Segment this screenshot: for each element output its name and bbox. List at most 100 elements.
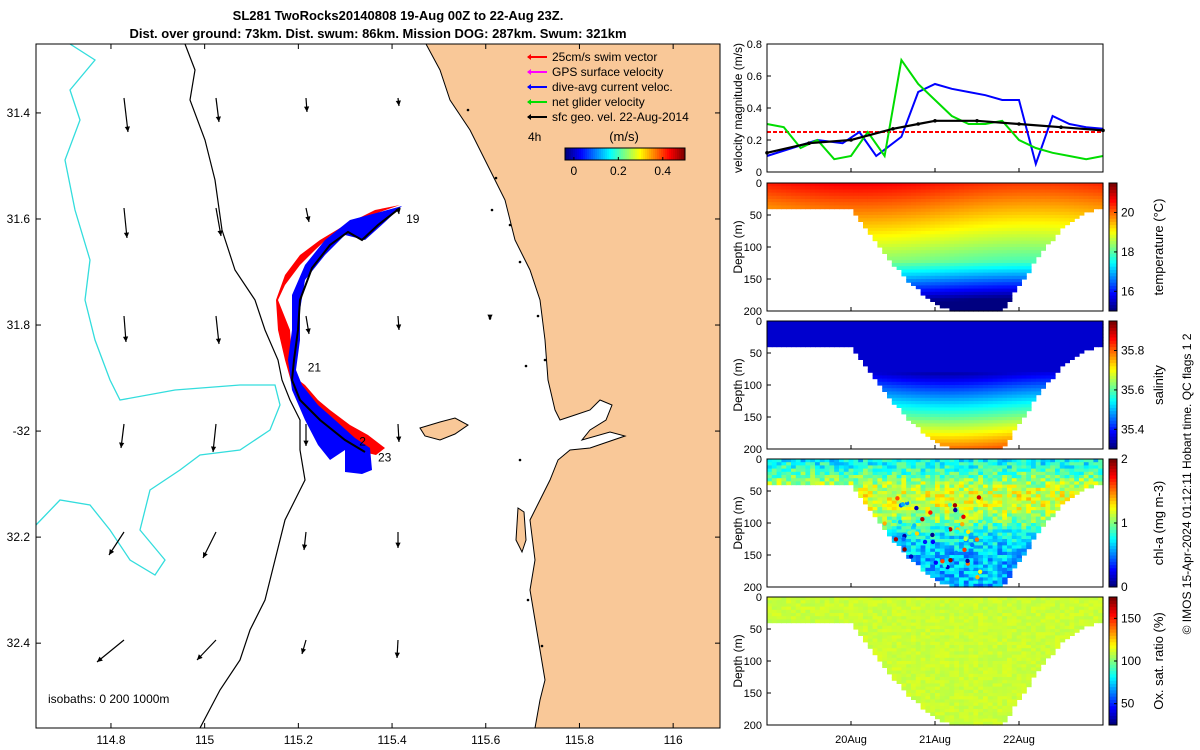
profile-cell	[954, 375, 960, 380]
profile-cell	[805, 321, 811, 325]
profile-cell	[819, 337, 826, 341]
profile-cell	[944, 535, 950, 540]
profile-cell	[767, 324, 773, 328]
profile-cell	[973, 385, 979, 389]
profile-cell	[992, 567, 998, 572]
profile-cell	[973, 381, 979, 386]
profile-cell	[891, 256, 898, 261]
profile-cell	[911, 420, 917, 424]
profile-cell	[810, 333, 816, 338]
profile-cell	[1011, 555, 1018, 559]
profile-cell	[1098, 471, 1104, 476]
profile-cell	[987, 439, 994, 444]
profile-cell	[959, 327, 965, 332]
profile-cell	[968, 321, 974, 325]
profile-cell	[987, 234, 994, 238]
profile-cell	[1026, 404, 1032, 408]
profile-cell	[915, 385, 922, 389]
profile-cell	[963, 369, 970, 373]
profile-cell	[824, 337, 830, 341]
profile-cell	[863, 500, 869, 505]
profile-cell	[930, 275, 936, 280]
profile-cell	[959, 475, 965, 479]
profile-cell	[973, 272, 979, 277]
profile-cell	[891, 468, 898, 473]
profile-cell	[819, 195, 826, 200]
profile-cell	[1074, 471, 1080, 476]
profile-cell	[1031, 391, 1037, 396]
profile-cell	[1055, 507, 1061, 511]
profile-cell	[1002, 211, 1008, 216]
profile-cell	[978, 445, 984, 450]
profile-cell	[920, 567, 926, 572]
profile-cell	[882, 337, 888, 341]
profile-cell	[1016, 545, 1022, 550]
profile-cell	[1002, 227, 1008, 232]
profile-cell	[1055, 462, 1061, 466]
profile-cell	[987, 561, 994, 566]
profile-cell	[935, 577, 941, 582]
profile-cell	[959, 423, 965, 428]
profile-cell	[834, 327, 840, 332]
profile-cell	[978, 420, 984, 424]
profile-cell	[959, 269, 965, 274]
profile-cell	[911, 551, 917, 556]
profile-cell	[944, 381, 950, 386]
colorbar-cell	[567, 148, 570, 160]
profile-cell	[959, 256, 965, 261]
profile-cell	[1045, 324, 1051, 328]
island	[515, 507, 527, 554]
profile-cell	[987, 459, 994, 463]
profile-cell	[1011, 516, 1018, 521]
profile-cell	[863, 324, 869, 328]
profile-cell	[911, 481, 917, 486]
profile-cell	[911, 250, 917, 254]
profile-cell	[1088, 481, 1094, 486]
profile-cell	[915, 269, 922, 274]
profile-cell	[983, 445, 989, 450]
profile-cell	[1055, 199, 1061, 203]
profile-cell	[987, 417, 994, 421]
depth-tick: 100	[744, 380, 762, 392]
profile-cell	[1002, 532, 1008, 537]
profile-cell	[983, 291, 989, 296]
profile-cell	[968, 227, 974, 232]
profile-cell	[858, 192, 864, 197]
profile-cell	[997, 478, 1003, 482]
colorbar-cell	[1109, 519, 1117, 524]
profile-cell	[1035, 497, 1042, 502]
profile-cell	[815, 478, 821, 482]
profile-cell	[911, 321, 917, 325]
profile-cell	[867, 333, 874, 338]
profile-cell	[1050, 202, 1056, 206]
colorbar-cell	[1109, 343, 1117, 348]
profile-cell	[872, 340, 878, 344]
profile-cell	[939, 465, 946, 470]
profile-cell	[896, 462, 902, 466]
profile-cell	[930, 378, 936, 383]
profile-cell	[891, 199, 898, 203]
profile-cell	[858, 462, 864, 466]
profile-cell	[925, 343, 931, 348]
profile-cell	[786, 195, 792, 200]
profile-cell	[968, 439, 974, 444]
profile-cell	[987, 298, 994, 302]
profile-cell	[858, 356, 864, 360]
profile-cell	[791, 183, 797, 187]
profile-cell	[983, 231, 989, 235]
profile-cell	[978, 378, 984, 383]
arrow-head	[124, 126, 130, 132]
profile-cell	[1055, 218, 1061, 222]
profile-cell	[896, 321, 902, 325]
profile-cell	[987, 266, 994, 270]
profile-cell	[963, 439, 970, 444]
profile-cell	[968, 337, 974, 341]
profile-cell	[963, 337, 970, 341]
profile-cell	[1045, 468, 1051, 473]
profile-cell	[887, 369, 893, 373]
profile-cell	[867, 475, 874, 479]
profile-cell	[1079, 211, 1085, 216]
profile-cell	[1055, 494, 1061, 498]
profile-cell	[997, 221, 1003, 226]
profile-cell	[925, 507, 931, 511]
